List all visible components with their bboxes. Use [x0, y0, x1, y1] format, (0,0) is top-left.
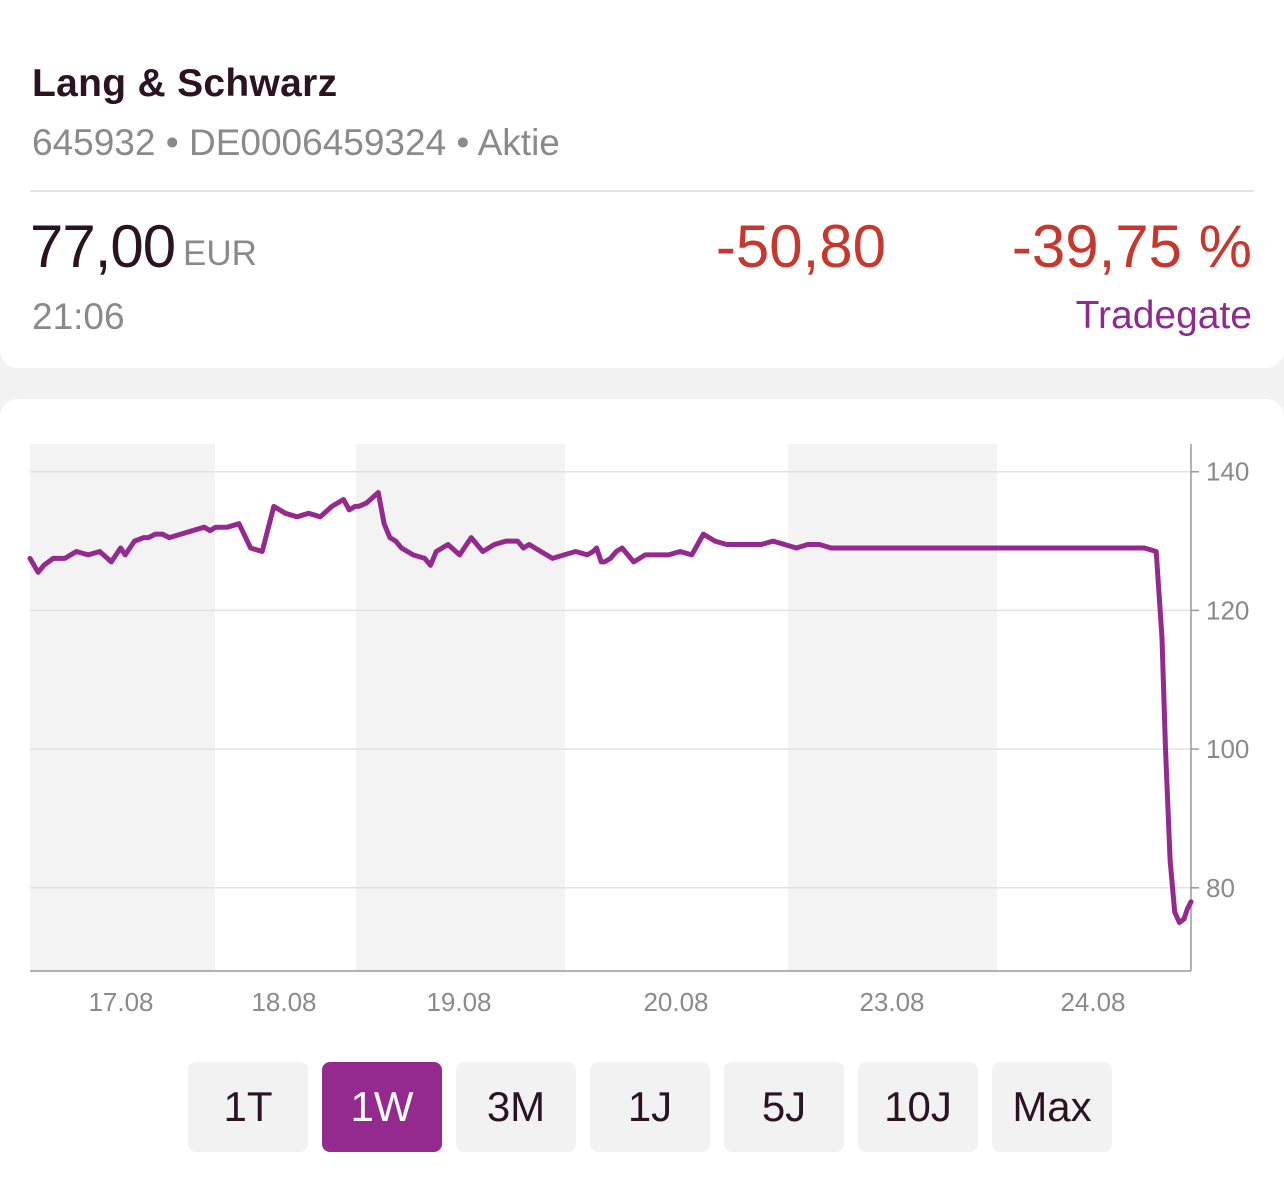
security-identifiers: 645932 • DE0006459324 • Aktie — [32, 122, 560, 163]
day-band — [788, 444, 997, 971]
x-tick-labels: 17.08 18.08 19.08 20.08 23.08 24.08 — [88, 987, 1125, 1017]
x-tick-label: 23.08 — [859, 987, 924, 1017]
y-tick-labels: 80 100 120 140 — [1206, 457, 1249, 903]
x-tick-label: 17.08 — [88, 987, 153, 1017]
y-tick-label: 80 — [1206, 873, 1235, 903]
range-button-1w[interactable]: 1W — [322, 1062, 442, 1152]
header-divider — [30, 190, 1254, 192]
grid-lines — [30, 470, 1199, 889]
quote-time: 21:06 — [32, 296, 125, 337]
x-tick-label: 19.08 — [426, 987, 491, 1017]
range-button-3m[interactable]: 3M — [456, 1062, 576, 1152]
day-band — [356, 444, 565, 971]
price-chart[interactable]: 80 100 120 140 17.08 18.08 19.08 20.08 23.08 24.… — [0, 399, 1284, 1039]
y-tick-label: 100 — [1206, 734, 1249, 764]
percent-change: -39,75 % — [1011, 213, 1252, 280]
y-tick-label: 140 — [1206, 457, 1249, 487]
exchange-link[interactable]: Tradegate — [1075, 294, 1252, 337]
current-price: 77,00 — [30, 213, 176, 280]
price-series-line — [27, 490, 1194, 925]
day-band — [30, 444, 215, 971]
range-button-5j[interactable]: 5J — [724, 1062, 844, 1152]
absolute-change: -50,80 — [715, 213, 886, 280]
y-tick-label: 120 — [1206, 595, 1249, 625]
range-button-10j[interactable]: 10J — [858, 1062, 978, 1152]
axes — [30, 444, 1192, 972]
day-bands — [30, 444, 997, 971]
price-currency: EUR — [183, 234, 257, 273]
range-button-1t[interactable]: 1T — [188, 1062, 308, 1152]
range-button-max[interactable]: Max — [992, 1062, 1112, 1152]
security-name: Lang & Schwarz — [32, 62, 338, 105]
x-tick-label: 18.08 — [251, 987, 316, 1017]
x-tick-label: 20.08 — [643, 987, 708, 1017]
quote-header-card: Lang & Schwarz 645932 • DE0006459324 • A… — [0, 0, 1284, 368]
x-tick-label: 24.08 — [1060, 987, 1125, 1017]
range-button-1j[interactable]: 1J — [590, 1062, 710, 1152]
